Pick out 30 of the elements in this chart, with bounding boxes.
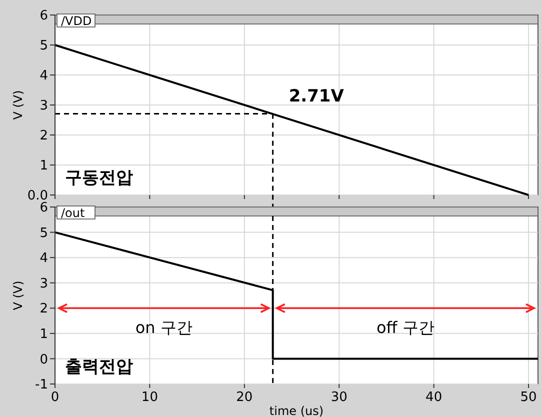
y-tick-label: 5 bbox=[40, 226, 48, 241]
annotation: on 구간 bbox=[135, 318, 192, 338]
y-tick-label: 6 bbox=[40, 200, 48, 216]
y-tick-label: 2 bbox=[40, 302, 48, 317]
x-tick-label: 40 bbox=[426, 390, 442, 405]
y-tick-label: 5 bbox=[40, 38, 48, 54]
x-tick-label: 30 bbox=[330, 390, 348, 405]
y-tick-label: 4 bbox=[40, 251, 48, 266]
y-tick-label: 3 bbox=[40, 98, 48, 114]
y-tick-label: -1 bbox=[35, 378, 48, 393]
x-tick-label: 20 bbox=[236, 390, 253, 405]
y-tick-label: 1 bbox=[40, 326, 48, 342]
y-axis-title: V (V) bbox=[11, 90, 25, 120]
y-tick-label: 6 bbox=[40, 8, 48, 24]
y-tick-label: 0 bbox=[40, 352, 48, 368]
annotation: 2.71V bbox=[288, 86, 345, 107]
y-tick-label: 4 bbox=[40, 68, 48, 84]
y-axis-title: V (V) bbox=[11, 280, 25, 310]
chart-title: /VDD bbox=[61, 14, 92, 28]
y-tick-label: 2 bbox=[40, 128, 48, 144]
chart-title: /out bbox=[61, 206, 85, 220]
x-tick-label: 0 bbox=[50, 390, 60, 405]
x-tick-label: 10 bbox=[141, 390, 158, 405]
annotation: 출력전압 bbox=[65, 357, 133, 377]
y-tick-label: 3 bbox=[40, 276, 48, 292]
x-tick-label: 50 bbox=[520, 390, 537, 405]
y-tick-label: 1 bbox=[40, 158, 48, 174]
annotation: off 구간 bbox=[376, 318, 434, 338]
x-axis-title: time (us) bbox=[269, 404, 324, 417]
annotation: 구동전압 bbox=[65, 168, 133, 188]
